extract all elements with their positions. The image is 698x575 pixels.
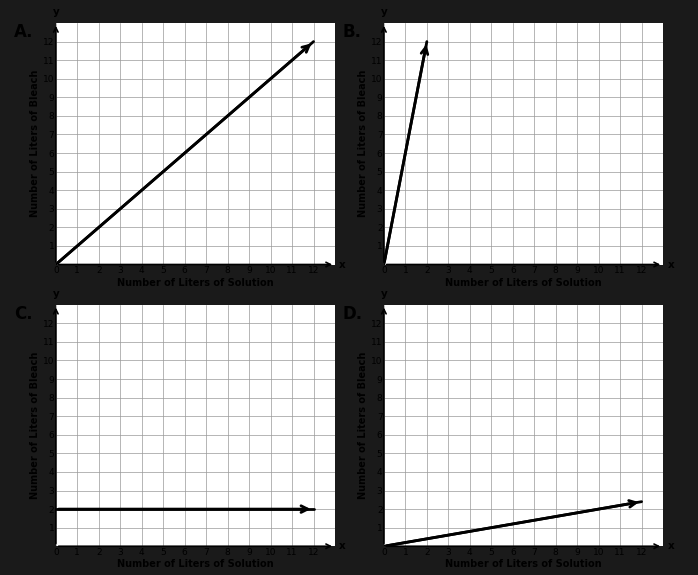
Text: x: x	[339, 259, 346, 270]
Y-axis label: Number of Liters of Bleach: Number of Liters of Bleach	[30, 70, 40, 217]
Text: C.: C.	[14, 305, 33, 323]
Text: y: y	[52, 289, 59, 299]
Text: y: y	[52, 7, 59, 17]
Text: x: x	[339, 541, 346, 551]
Text: x: x	[667, 259, 674, 270]
Y-axis label: Number of Liters of Bleach: Number of Liters of Bleach	[358, 352, 369, 499]
X-axis label: Number of Liters of Solution: Number of Liters of Solution	[117, 278, 274, 288]
X-axis label: Number of Liters of Solution: Number of Liters of Solution	[117, 559, 274, 569]
Text: A.: A.	[14, 23, 34, 41]
Text: y: y	[380, 7, 387, 17]
Text: x: x	[667, 541, 674, 551]
X-axis label: Number of Liters of Solution: Number of Liters of Solution	[445, 278, 602, 288]
Y-axis label: Number of Liters of Bleach: Number of Liters of Bleach	[30, 352, 40, 499]
Y-axis label: Number of Liters of Bleach: Number of Liters of Bleach	[358, 70, 369, 217]
Text: B.: B.	[342, 23, 361, 41]
Text: D.: D.	[342, 305, 362, 323]
X-axis label: Number of Liters of Solution: Number of Liters of Solution	[445, 559, 602, 569]
Text: y: y	[380, 289, 387, 299]
